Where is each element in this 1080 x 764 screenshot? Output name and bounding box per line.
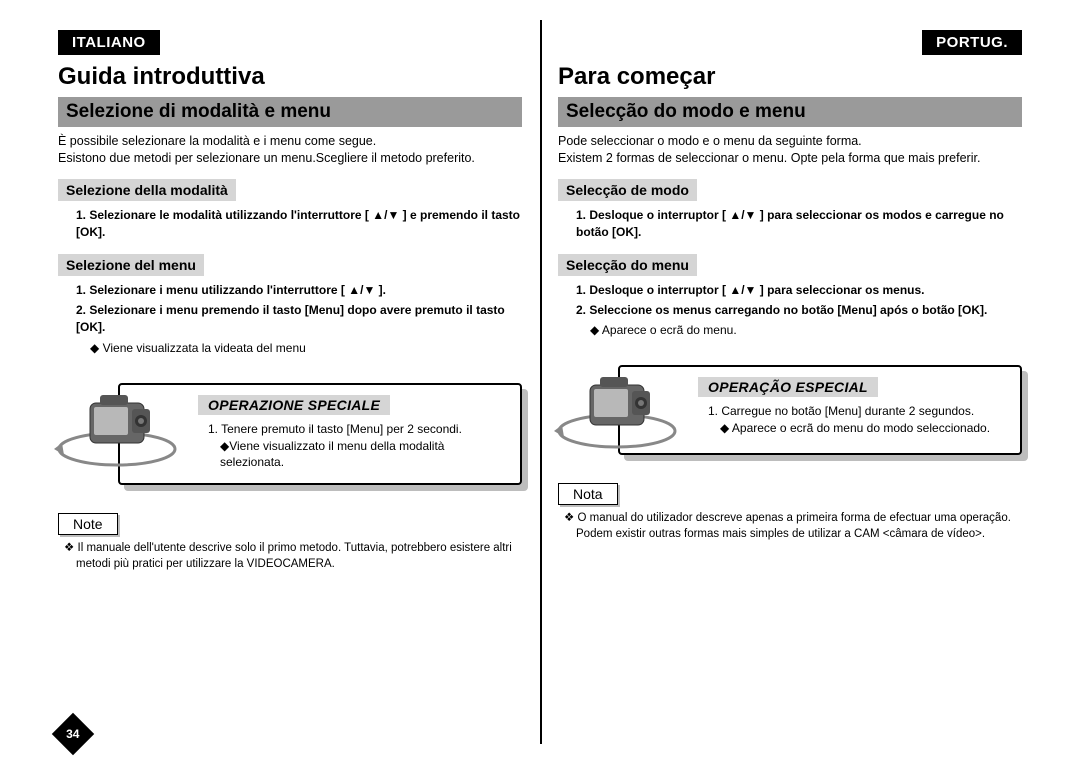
- section-heading-it: Selezione di modalità e menu: [58, 97, 522, 127]
- note-text-pt: O manual do utilizador descreve apenas a…: [558, 511, 1022, 542]
- mode-item1-it: 1. Selezionare le modalità utilizzando l…: [76, 207, 522, 242]
- intro-text-it: È possibile selezionare la modalità e i …: [58, 133, 522, 167]
- menu-note-pt: Aparece o ecrã do menu.: [558, 323, 1022, 337]
- intro-text-pt: Pode seleccionar o modo e o menu da segu…: [558, 133, 1022, 167]
- intro-line1-it: È possibile selezionare la modalità e i …: [58, 134, 376, 148]
- intro-line2-pt: Existem 2 formas de seleccionar o menu. …: [558, 151, 980, 165]
- note-label-it: Note: [58, 513, 118, 535]
- subheading-menu-it: Selezione del menu: [58, 254, 204, 276]
- page-number-badge: 34: [58, 719, 88, 749]
- menu-list-pt: 1. Desloque o interruptor [ ▲/▼ ] para s…: [558, 282, 1022, 320]
- subheading-menu-pt: Selecção do menu: [558, 254, 697, 276]
- menu-list-it: 1. Selezionare i menu utilizzando l'inte…: [58, 282, 522, 337]
- mode-item1-pt: 1. Desloque o interruptor [ ▲/▼ ] para s…: [576, 207, 1022, 242]
- note-label-pt: Nota: [558, 483, 618, 505]
- mode-list-pt: 1. Desloque o interruptor [ ▲/▼ ] para s…: [558, 207, 1022, 242]
- mode-list-it: 1. Selezionare le modalità utilizzando l…: [58, 207, 522, 242]
- intro-line2-it: Esistono due metodi per selezionare un m…: [58, 151, 475, 165]
- intro-line1-pt: Pode seleccionar o modo e o menu da segu…: [558, 134, 862, 148]
- special-box-pt: OPERAÇÃO ESPECIAL 1. Carregue no botão […: [618, 365, 1022, 455]
- special-title-pt: OPERAÇÃO ESPECIAL: [698, 377, 878, 397]
- subheading-mode-it: Selezione della modalità: [58, 179, 236, 201]
- special-step2-pt: ◆ Aparece o ecrã do menu do modo selecci…: [698, 420, 1006, 437]
- page-title-pt: Para começar: [558, 63, 1022, 91]
- page-title-it: Guida introduttiva: [58, 63, 522, 91]
- menu-item2-pt: 2. Seleccione os menus carregando no bot…: [576, 302, 1022, 319]
- special-step1-it: 1. Tenere premuto il tasto [Menu] per 2 …: [198, 421, 506, 438]
- menu-item2-it: 2. Selezionare i menu premendo il tasto …: [76, 302, 522, 337]
- menu-item1-it: 1. Selezionare i menu utilizzando l'inte…: [76, 282, 522, 299]
- lang-badge-pt: PORTUG.: [922, 30, 1022, 55]
- subheading-mode-pt: Selecção de modo: [558, 179, 697, 201]
- left-column: ITALIANO Guida introduttiva Selezione di…: [40, 30, 540, 744]
- camera-swirl-icon: [552, 359, 682, 459]
- menu-note-it: Viene visualizzata la videata del menu: [58, 341, 522, 355]
- special-title-it: OPERAZIONE SPECIALE: [198, 395, 390, 415]
- lang-badge-it: ITALIANO: [58, 30, 160, 55]
- page-number: 34: [66, 727, 79, 741]
- right-column: PORTUG. Para começar Selecção do modo e …: [540, 30, 1040, 744]
- camera-swirl-icon: [52, 377, 182, 477]
- section-heading-pt: Selecção do modo e menu: [558, 97, 1022, 127]
- note-text-it: Il manuale dell'utente descrive solo il …: [58, 541, 522, 572]
- menu-item1-pt: 1. Desloque o interruptor [ ▲/▼ ] para s…: [576, 282, 1022, 299]
- special-step1-pt: 1. Carregue no botão [Menu] durante 2 se…: [698, 403, 1006, 420]
- special-box-it: OPERAZIONE SPECIALE 1. Tenere premuto il…: [118, 383, 522, 485]
- special-step2-it: ◆Viene visualizzato il menu della modali…: [198, 438, 506, 472]
